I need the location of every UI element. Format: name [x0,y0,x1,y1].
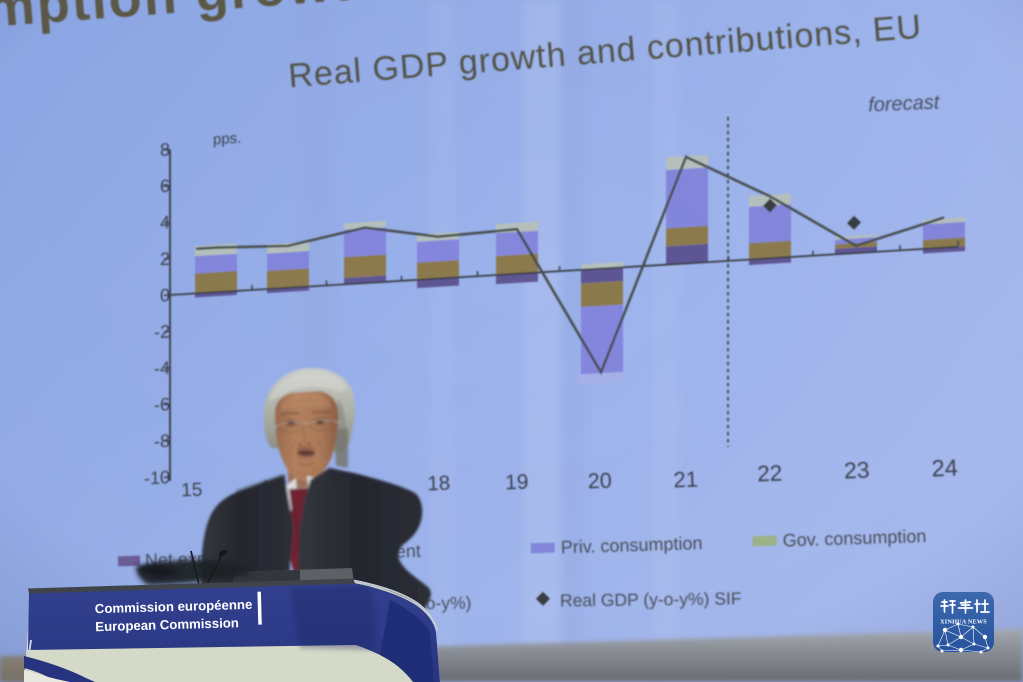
svg-text:XINHUA NEWS: XINHUA NEWS [940,619,987,626]
svg-text:European Commission: European Commission [95,615,239,634]
svg-text:Commission européenne: Commission européenne [95,597,253,616]
